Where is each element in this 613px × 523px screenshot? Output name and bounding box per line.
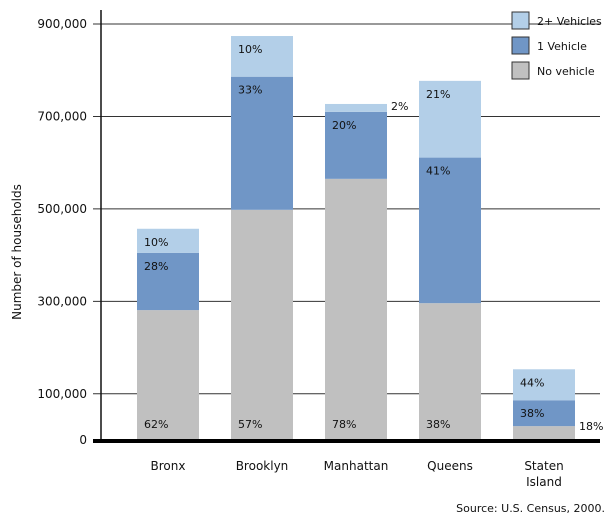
bar-segment <box>419 80 481 158</box>
data-label: 33% <box>238 84 262 97</box>
source-note: Source: U.S. Census, 2000. <box>456 502 605 515</box>
data-label: 28% <box>144 260 168 273</box>
bar-segment <box>231 209 293 440</box>
legend-swatch <box>511 11 530 30</box>
x-tick-label: Queens <box>427 459 473 473</box>
y-tick-label: 300,000 <box>37 294 87 308</box>
bar-segment <box>419 157 481 304</box>
bar-segment <box>513 400 575 427</box>
data-label: 41% <box>426 165 450 178</box>
data-label: 10% <box>238 43 262 56</box>
data-label: 57% <box>238 418 262 431</box>
bar-segment <box>325 111 387 179</box>
data-label: 44% <box>520 376 544 389</box>
bar-segment <box>231 76 293 210</box>
x-tick-label: Manhattan <box>324 459 389 473</box>
data-label: 20% <box>332 119 356 132</box>
bar-segment <box>231 36 293 77</box>
bar-segment <box>513 369 575 401</box>
legend-label: 1 Vehicle <box>537 40 587 53</box>
bar-segment <box>137 228 199 253</box>
legend-label: No vehicle <box>537 65 595 78</box>
data-label: 38% <box>426 418 450 431</box>
bars: 62% 28% 10% 57% 33% 10% 78% 20% 2% 38% 41% 21% 18% 38… <box>137 36 603 440</box>
bar-segment <box>513 426 575 440</box>
x-tick-label: Island <box>526 475 562 489</box>
y-axis-title: Number of households <box>10 184 24 320</box>
axes: 0 100,000 300,000 500,000 700,000 900,000 Bron… <box>37 10 600 489</box>
data-label: 18% <box>579 420 603 433</box>
x-tick-label: Brooklyn <box>236 459 289 473</box>
data-label: 38% <box>520 407 544 420</box>
x-tick-label: Bronx <box>151 459 186 473</box>
data-label: 10% <box>144 236 168 249</box>
legend-label: 2+ Vehicles <box>537 15 602 28</box>
bar-segment <box>325 178 387 440</box>
y-tick-label: 700,000 <box>37 109 87 123</box>
data-label: 21% <box>426 88 450 101</box>
legend: 2+ Vehicles 1 Vehicle No vehicle <box>511 11 602 80</box>
x-tick-label: Staten <box>524 459 563 473</box>
bar-segment <box>137 252 199 311</box>
data-label: 62% <box>144 418 168 431</box>
y-tick-label: 0 <box>79 433 87 447</box>
bar-segment <box>325 103 387 112</box>
y-tick-label: 900,000 <box>37 17 87 31</box>
data-label: 78% <box>332 418 356 431</box>
data-label: 2% <box>391 100 408 113</box>
legend-swatch <box>511 36 530 55</box>
bar-segment <box>419 303 481 440</box>
y-tick-label: 500,000 <box>37 202 87 216</box>
bar-segment <box>137 310 199 440</box>
legend-swatch <box>511 61 530 80</box>
y-tick-label: 100,000 <box>37 387 87 401</box>
